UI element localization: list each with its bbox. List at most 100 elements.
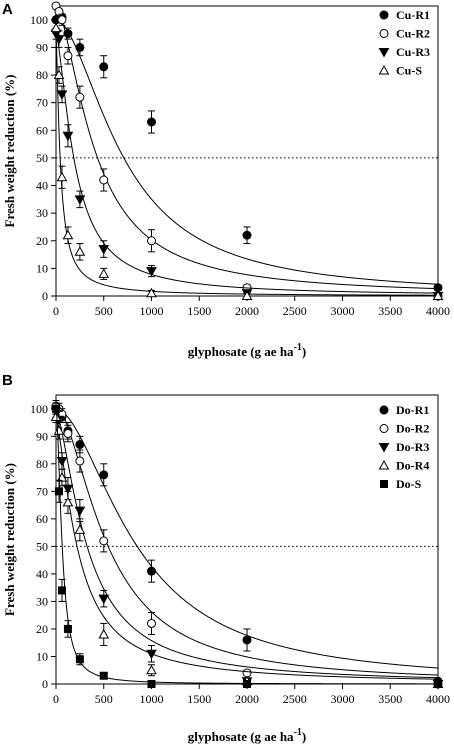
legend-marker xyxy=(378,459,390,470)
y-tick-label: 60 xyxy=(36,512,48,526)
y-tick-label: 20 xyxy=(36,622,48,636)
y-tick-label: 30 xyxy=(36,206,48,220)
series-do-s xyxy=(52,402,442,688)
data-point xyxy=(74,524,86,534)
legend-marker xyxy=(380,480,388,488)
x-tick-label: 500 xyxy=(95,304,113,318)
chart-panel-b: B 0 500 1000 1500 2000 2500 3000 3500 4000 0 10 20 30… xyxy=(2,372,450,744)
legend-label: Do-R3 xyxy=(396,440,429,454)
fit-curve xyxy=(55,19,439,285)
data-point xyxy=(98,245,110,255)
data-point xyxy=(242,635,252,645)
fit-curve xyxy=(55,5,439,290)
legend-marker xyxy=(379,29,389,38)
data-point xyxy=(57,586,66,595)
x-axis-title: glyphosate (g ae ha-1) xyxy=(188,342,307,359)
data-point xyxy=(434,680,442,688)
x-tick-label: 0 xyxy=(53,692,59,706)
data-point xyxy=(147,236,156,246)
legend-label: Do-R2 xyxy=(396,422,429,436)
data-point xyxy=(242,230,252,240)
legend-marker xyxy=(378,64,390,75)
x-tick-label: 500 xyxy=(95,692,113,706)
data-point xyxy=(75,456,85,466)
data-point xyxy=(99,536,109,546)
legend-marker xyxy=(378,48,390,58)
series-cu-r2 xyxy=(51,1,443,301)
x-tick-label: 3000 xyxy=(331,304,355,318)
legend-label: Do-R1 xyxy=(396,403,429,417)
x-tick-label: 3500 xyxy=(378,692,402,706)
data-point xyxy=(63,624,72,633)
legend-label: Do-R4 xyxy=(396,459,429,473)
y-tick-label: 50 xyxy=(36,151,48,165)
data-point xyxy=(98,628,110,639)
data-point xyxy=(52,404,60,413)
y-axis-title: Fresh weight reduction (%) xyxy=(2,75,17,228)
y-tick-label: 40 xyxy=(36,567,48,581)
y-tick-label: 10 xyxy=(36,649,48,663)
x-tick-label: 2500 xyxy=(283,304,307,318)
fit-curve xyxy=(55,411,439,679)
series-cu-s xyxy=(50,22,444,300)
y-axis-title: Fresh weight reduction (%) xyxy=(2,463,17,616)
legend-marker xyxy=(379,424,389,433)
data-point xyxy=(146,267,157,277)
x-tick-label: 1000 xyxy=(140,692,164,706)
legend-marker xyxy=(379,405,389,415)
data-point xyxy=(56,90,68,100)
fit-curve xyxy=(55,33,439,294)
legend-marker xyxy=(379,10,389,20)
x-tick-label: 1500 xyxy=(187,304,211,318)
data-point xyxy=(147,117,156,127)
x-tick-label: 4000 xyxy=(426,692,450,706)
panel-letter: B xyxy=(2,372,13,389)
x-tick-label: 4000 xyxy=(426,304,450,318)
data-point xyxy=(75,92,85,102)
data-point xyxy=(53,425,65,435)
data-point xyxy=(50,411,62,422)
y-tick-label: 90 xyxy=(36,40,48,54)
data-point xyxy=(53,69,65,80)
fit-curve xyxy=(55,28,438,296)
x-tick-label: 1500 xyxy=(187,692,211,706)
y-tick-label: 20 xyxy=(36,234,48,248)
data-point xyxy=(74,246,86,256)
x-tick-label: 1000 xyxy=(140,304,164,318)
y-tick-label: 70 xyxy=(36,484,48,498)
data-point xyxy=(54,7,64,17)
legend-marker xyxy=(378,443,390,453)
chart-panel-a: A 0 500 1000 1500 2000 2500 3000 3500 4000 0 10 20 30… xyxy=(2,1,450,359)
y-tick-label: 30 xyxy=(36,594,48,608)
data-point xyxy=(75,440,85,450)
data-point xyxy=(62,131,74,142)
data-point xyxy=(146,287,157,298)
data-point xyxy=(62,496,74,507)
data-point xyxy=(147,680,156,688)
data-point xyxy=(75,655,84,664)
legend-label: Cu-R2 xyxy=(396,27,430,41)
legend-label: Cu-S xyxy=(396,64,422,78)
y-tick-label: 60 xyxy=(36,123,48,137)
y-tick-label: 80 xyxy=(36,457,48,471)
data-point xyxy=(50,22,62,33)
data-point xyxy=(99,671,108,680)
x-tick-label: 2500 xyxy=(283,692,307,706)
data-point xyxy=(62,229,74,240)
data-point xyxy=(74,195,86,205)
y-tick-label: 70 xyxy=(36,96,48,110)
x-tick-label: 0 xyxy=(53,304,59,318)
y-tick-label: 10 xyxy=(36,261,48,275)
series-cu-r3 xyxy=(50,27,444,302)
fit-curve xyxy=(55,416,439,680)
legend-label: Cu-R1 xyxy=(396,8,430,22)
data-point xyxy=(98,268,110,278)
x-tick-label: 3500 xyxy=(378,304,402,318)
data-point xyxy=(98,594,110,605)
data-point xyxy=(74,506,86,517)
data-point xyxy=(243,680,251,688)
y-tick-label: 100 xyxy=(30,13,48,27)
legend-label: Cu-R3 xyxy=(396,45,430,59)
data-point xyxy=(63,51,73,61)
